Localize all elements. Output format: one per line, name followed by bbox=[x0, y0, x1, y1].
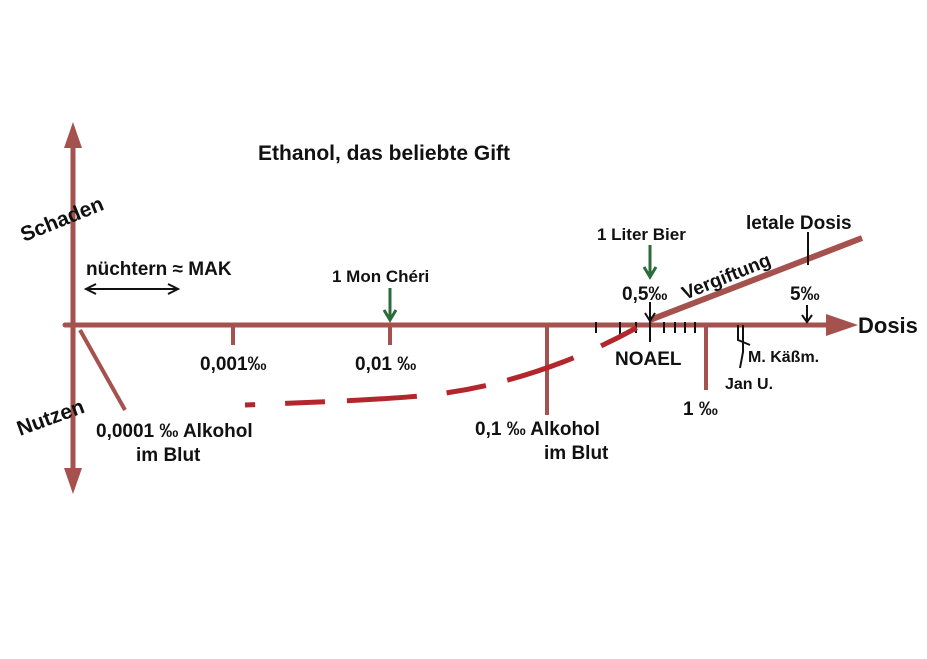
arrow-right bbox=[826, 314, 858, 336]
tick-label: im Blut bbox=[136, 445, 201, 466]
tick-label: im Blut bbox=[544, 443, 609, 464]
annotation: M. Käßm. bbox=[748, 349, 819, 366]
arrow-head bbox=[382, 309, 398, 323]
title: Ethanol, das beliebte Gift bbox=[258, 142, 510, 165]
annotation: NOAEL bbox=[615, 349, 682, 370]
annotation: 0,5‰ bbox=[622, 284, 667, 305]
tick-label: 0,001‰ bbox=[200, 354, 267, 375]
arrow-head bbox=[642, 266, 658, 280]
arrow-down bbox=[64, 468, 82, 494]
arrow-head bbox=[167, 283, 181, 295]
tick-label: 1 ‰ bbox=[683, 399, 718, 420]
arrow-head bbox=[801, 314, 813, 324]
tick bbox=[78, 329, 127, 411]
annotation: letale Dosis bbox=[746, 213, 852, 234]
tick-label: 0,01 ‰ bbox=[355, 354, 416, 375]
annotation: 5‰ bbox=[790, 284, 820, 305]
poisoning-line bbox=[648, 235, 864, 323]
annotation: Jan U. bbox=[725, 376, 773, 393]
tick-label: 0,0001 ‰ Alkohol bbox=[96, 421, 253, 442]
arrow-up bbox=[64, 122, 82, 148]
tick-label: 0,1 ‰ Alkohol bbox=[475, 419, 600, 440]
x-axis-label: Dosis bbox=[858, 313, 918, 338]
arrow-head bbox=[644, 312, 656, 323]
arrow-head bbox=[83, 283, 97, 295]
dose-curve bbox=[244, 317, 652, 408]
annotation: 1 Mon Chéri bbox=[332, 267, 429, 286]
annotation: nüchtern ≈ MAK bbox=[86, 259, 232, 280]
annotation: 1 Liter Bier bbox=[597, 225, 686, 244]
